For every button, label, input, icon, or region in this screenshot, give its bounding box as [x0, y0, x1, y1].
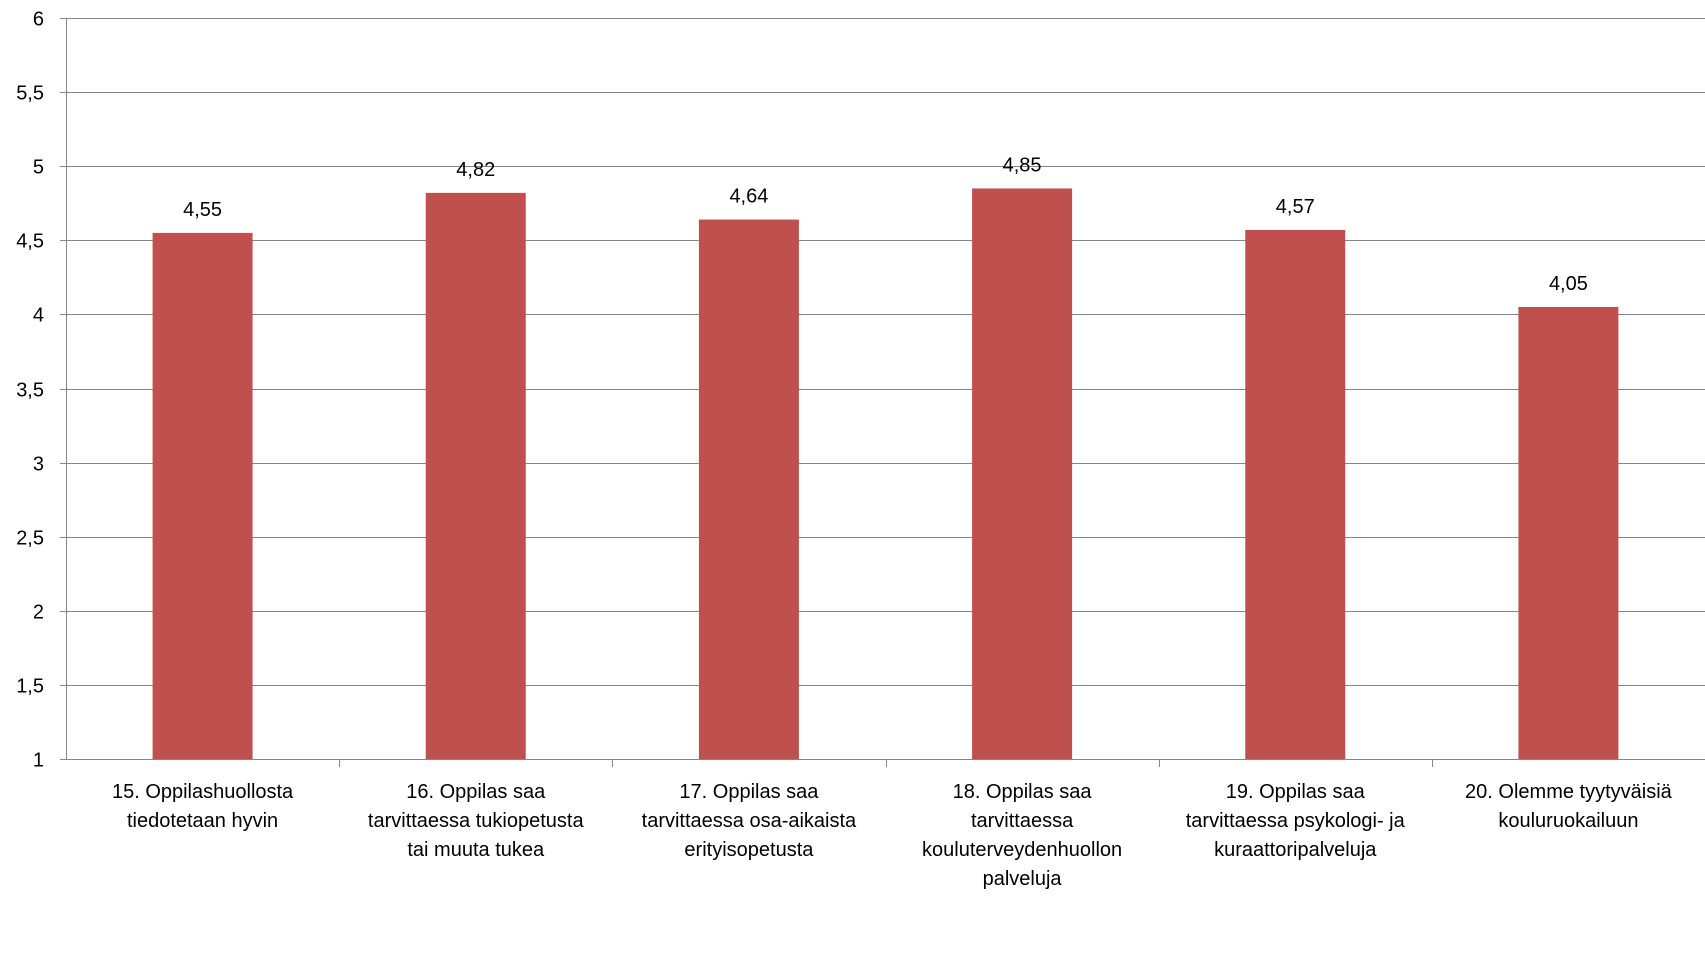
- bar: [698, 219, 799, 759]
- y-tick-label: 2: [33, 602, 44, 624]
- y-tick-label: 6: [33, 9, 44, 31]
- bars: [152, 188, 1619, 760]
- x-category-label-line: 16. Oppilas saa: [406, 781, 546, 803]
- x-category-label: 15. Oppilashuollosta tiedotetaan hyvin: [112, 781, 294, 832]
- x-category-label: 18. Oppilas saa tarvittaessa kouluterveyde…: [922, 781, 1122, 890]
- x-category-label-line: palveluja: [983, 868, 1063, 890]
- bar: [1245, 229, 1346, 759]
- y-tick-label: 3,5: [16, 380, 44, 402]
- data-label: 4,55: [183, 199, 222, 221]
- x-category-label: 16. Oppilas saa tarvittaessa tukiopetusta…: [368, 781, 585, 861]
- y-tick-label: 5: [33, 157, 44, 179]
- y-tick-label: 1,5: [16, 676, 44, 698]
- data-label: 4,57: [1276, 196, 1315, 218]
- x-category-label-line: 17. Oppilas saa: [679, 781, 819, 803]
- x-category-label-line: tarvittaessa psykologi- ja: [1186, 810, 1406, 832]
- bar: [425, 192, 526, 760]
- x-category-label-line: tarvittaessa: [971, 810, 1074, 832]
- data-label: 4,05: [1549, 273, 1588, 295]
- x-category-label: 20. Olemme tyytyväisiä kouluruokailuun: [1465, 781, 1673, 832]
- y-tick-label: 1: [33, 750, 44, 772]
- y-tick-label: 4: [33, 305, 44, 327]
- x-category-label-line: erityisopetusta: [684, 839, 814, 861]
- bar: [1518, 306, 1619, 759]
- x-category-label-line: kuraattoripalveluja: [1214, 839, 1377, 861]
- x-category-label-line: kouluruokailuun: [1498, 810, 1638, 832]
- x-category-label-line: kouluterveydenhuollon: [922, 839, 1122, 861]
- x-category-label-line: tarvittaessa tukiopetusta: [368, 810, 585, 832]
- x-category-label-line: tiedotetaan hyvin: [127, 810, 278, 832]
- x-category-label-line: 18. Oppilas saa: [953, 781, 1093, 803]
- axes: [60, 18, 1705, 767]
- x-category-label: 17. Oppilas saa tarvittaessa osa-aikaista…: [642, 781, 857, 861]
- y-tick-label: 2,5: [16, 528, 44, 550]
- y-tick-label: 5,5: [16, 83, 44, 105]
- data-label: 4,64: [729, 186, 768, 208]
- bar: [972, 188, 1073, 759]
- data-label: 4,85: [1003, 154, 1042, 176]
- x-category-label-line: tarvittaessa osa-aikaista: [642, 810, 857, 832]
- data-label: 4,82: [456, 159, 495, 181]
- gridlines: [66, 18, 1705, 686]
- bar: [152, 232, 253, 759]
- y-tick-label: 3: [33, 454, 44, 476]
- x-category-label-line: tai muuta tukea: [407, 839, 545, 861]
- x-category-label-line: 19. Oppilas saa: [1226, 781, 1366, 803]
- x-category-label: 19. Oppilas saa tarvittaessa psykologi- j…: [1186, 781, 1406, 861]
- x-category-label-line: 15. Oppilashuollosta: [112, 781, 294, 803]
- y-tick-label: 4,5: [16, 231, 44, 253]
- x-category-label-line: 20. Olemme tyytyväisiä: [1465, 781, 1673, 803]
